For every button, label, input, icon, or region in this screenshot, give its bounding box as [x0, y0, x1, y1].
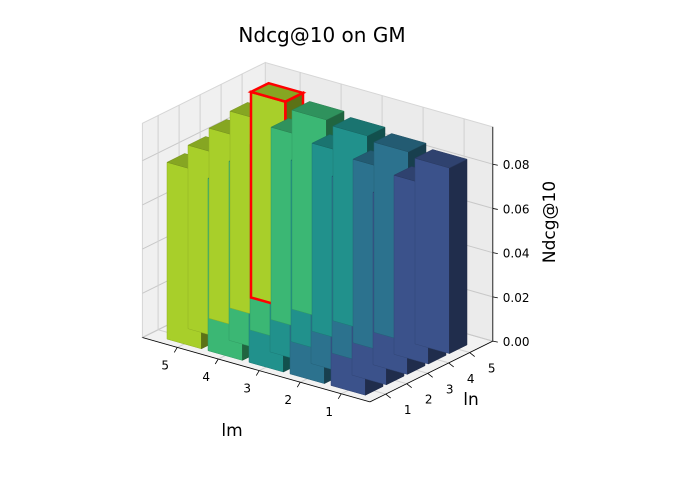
x-tick: [255, 370, 260, 376]
y-tick: [448, 362, 454, 368]
z-tick: [492, 163, 498, 166]
bars-group: [166, 81, 468, 396]
bar-top-face: [414, 149, 468, 169]
y-axis-line: [369, 340, 493, 403]
bar-top-face: [291, 101, 345, 121]
chart-title: Ndcg@10 on GM: [238, 23, 405, 47]
y-tick: [427, 373, 433, 378]
z-tick: [492, 296, 498, 299]
x-axis-label: lm: [221, 421, 242, 441]
x-tick: [296, 381, 301, 388]
x-tick-label: 3: [243, 382, 251, 396]
z-tick-label: 0.06: [503, 202, 530, 216]
y-tick: [385, 393, 391, 399]
z-tick-label: 0.02: [503, 291, 530, 305]
bar-top-face: [332, 117, 386, 137]
x-tick-label: 1: [325, 405, 333, 419]
x-tick: [337, 393, 342, 400]
x-tick-label: 4: [202, 370, 210, 384]
y-tick: [406, 383, 412, 389]
y-tick-label: 3: [446, 382, 454, 396]
x-tick: [214, 358, 219, 365]
y-tick-label: 1: [404, 403, 412, 417]
x-tick: [173, 347, 178, 353]
z-axis-label: Ndcg@10: [540, 181, 560, 263]
z-tick: [492, 208, 498, 210]
y-tick-label: 5: [488, 362, 496, 376]
x-tick-label: 5: [161, 358, 169, 372]
x-tick-label: 2: [284, 393, 292, 407]
z-tick-label: 0.08: [503, 158, 530, 172]
z-tick-label: 0.04: [503, 247, 530, 261]
z-tick: [492, 340, 498, 343]
bar-side-face: [449, 158, 468, 355]
highlight-outline-top: [247, 81, 307, 104]
y-tick-label: 4: [467, 372, 475, 386]
z-tick: [492, 252, 498, 255]
x-axis-line: [142, 337, 371, 403]
y-tick: [469, 352, 475, 357]
y-tick-label: 2: [425, 393, 433, 407]
bar-lm1-ln5: [414, 149, 468, 355]
z-tick-label: 0.00: [503, 335, 530, 349]
bar-front-face: [414, 157, 450, 354]
y-axis-label: ln: [463, 390, 479, 410]
bar-top-face: [373, 133, 427, 153]
